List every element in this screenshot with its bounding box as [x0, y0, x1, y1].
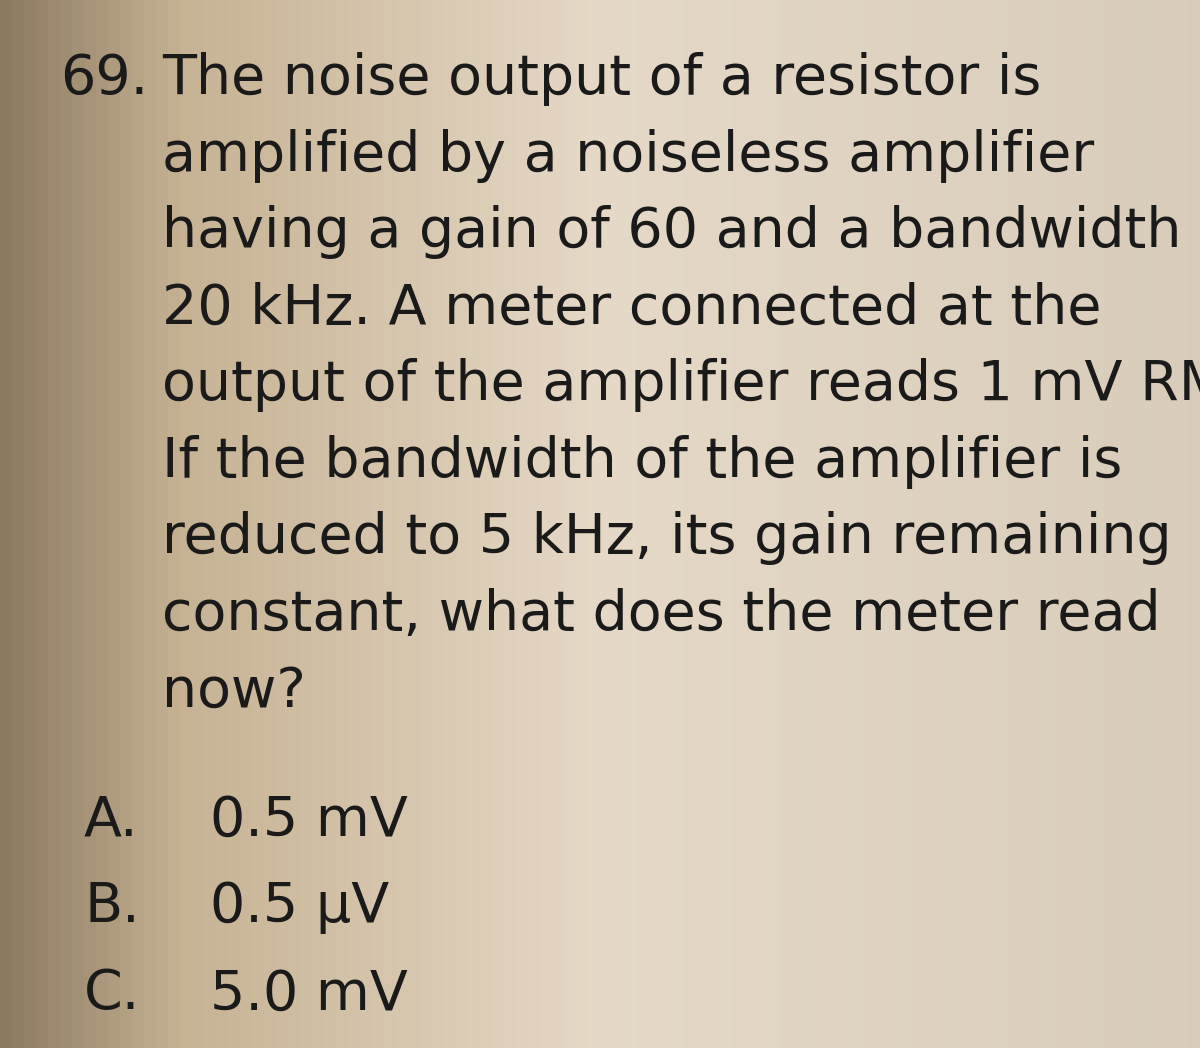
Text: B.: B. — [84, 880, 139, 935]
Text: If the bandwidth of the amplifier is: If the bandwidth of the amplifier is — [162, 435, 1122, 489]
Text: 69.: 69. — [60, 52, 149, 107]
Text: 0.5 μV: 0.5 μV — [210, 880, 389, 935]
Text: The noise output of a resistor is: The noise output of a resistor is — [162, 52, 1042, 107]
Text: amplified by a noiseless amplifier: amplified by a noiseless amplifier — [162, 129, 1094, 183]
Text: 20 kHz. A meter connected at the: 20 kHz. A meter connected at the — [162, 282, 1102, 336]
Text: output of the amplifier reads 1 mV RMS.: output of the amplifier reads 1 mV RMS. — [162, 358, 1200, 413]
Text: 0.5 mV: 0.5 mV — [210, 793, 408, 848]
Text: now?: now? — [162, 664, 306, 719]
Text: A.: A. — [84, 793, 139, 848]
Text: reduced to 5 kHz, its gain remaining: reduced to 5 kHz, its gain remaining — [162, 511, 1171, 566]
Text: C.: C. — [84, 967, 140, 1022]
Text: 5.0 mV: 5.0 mV — [210, 967, 408, 1022]
Text: having a gain of 60 and a bandwidth of: having a gain of 60 and a bandwidth of — [162, 205, 1200, 260]
Text: constant, what does the meter read: constant, what does the meter read — [162, 588, 1160, 642]
